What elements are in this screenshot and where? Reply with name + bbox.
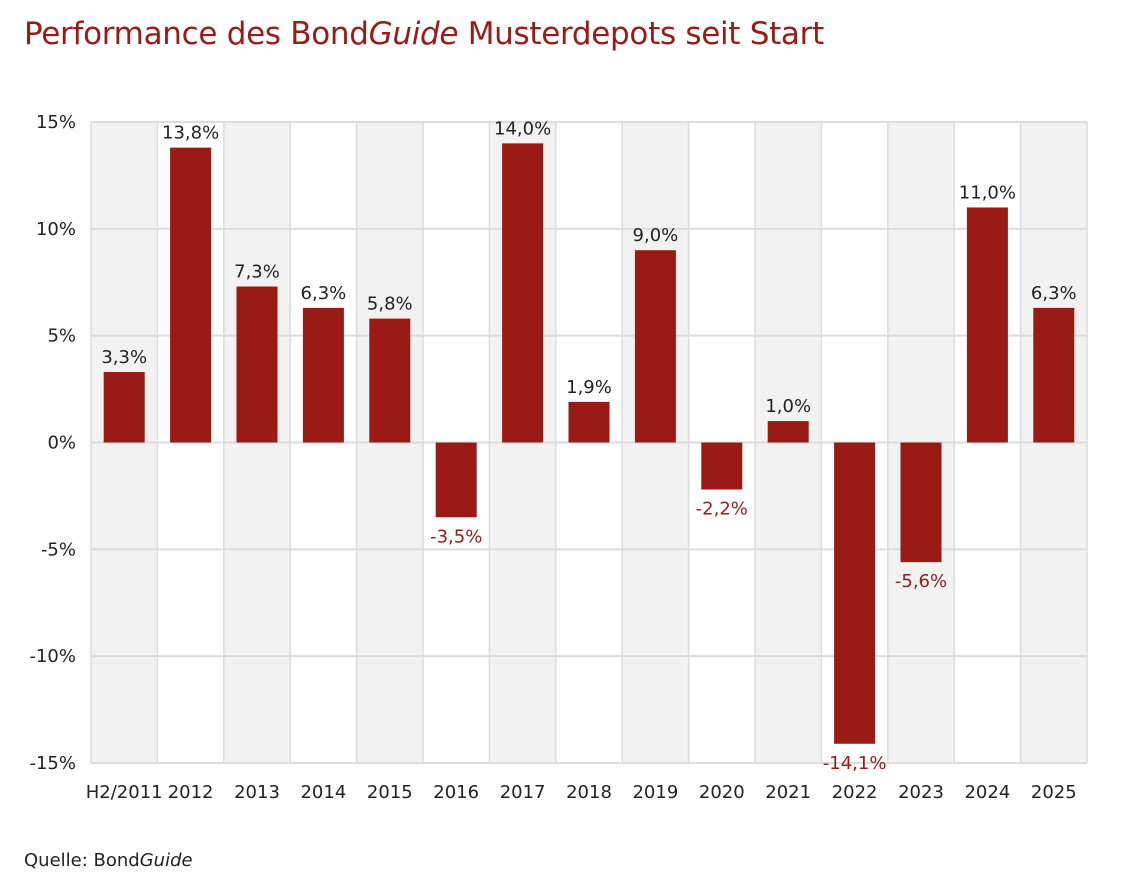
bar	[369, 318, 411, 443]
data-label: -3,5%	[430, 526, 482, 547]
source-prefix: Quelle: Bond	[24, 850, 140, 871]
y-tick-label: 0%	[47, 433, 76, 454]
y-tick-label: -15%	[29, 753, 76, 774]
bar	[966, 207, 1008, 443]
chart-title-italic: Guide	[368, 16, 459, 52]
bar	[767, 421, 809, 443]
data-label: 3,3%	[101, 347, 147, 368]
bar	[568, 401, 610, 443]
x-tick-label: 2012	[168, 782, 214, 803]
y-tick-label: 15%	[36, 112, 76, 133]
data-label: -2,2%	[696, 499, 748, 520]
x-tick-label: 2021	[765, 782, 811, 803]
data-label: -14,1%	[823, 753, 887, 774]
x-tick-label: 2015	[367, 782, 413, 803]
bar	[634, 250, 676, 443]
x-tick-label: 2016	[433, 782, 479, 803]
bar	[170, 147, 212, 443]
y-tick-label: -5%	[41, 539, 76, 560]
y-tick-label: 5%	[47, 326, 76, 347]
x-tick-label: 2019	[632, 782, 678, 803]
bar	[834, 442, 876, 744]
x-tick-label: H2/2011	[86, 782, 163, 803]
data-label: -5,6%	[895, 571, 947, 592]
y-tick-label: -10%	[29, 646, 76, 667]
data-label: 5,8%	[367, 294, 413, 315]
bar	[103, 371, 145, 443]
x-tick-label: 2022	[832, 782, 878, 803]
chart-title: Performance des BondGuide Musterdepots s…	[24, 16, 824, 52]
x-tick-label: 2013	[234, 782, 280, 803]
data-label: 9,0%	[633, 225, 679, 246]
x-tick-label: 2018	[566, 782, 612, 803]
data-label: 6,3%	[1031, 283, 1077, 304]
bar	[701, 442, 743, 490]
bar	[435, 442, 477, 518]
x-tick-label: 2017	[500, 782, 546, 803]
source-note: Quelle: BondGuide	[24, 850, 193, 871]
data-label: 7,3%	[234, 262, 280, 283]
x-tick-label: 2024	[964, 782, 1010, 803]
chart-title-suffix: Musterdepots seit Start	[458, 16, 825, 52]
data-label: 11,0%	[959, 182, 1016, 203]
source-italic: Guide	[139, 850, 193, 871]
x-tick-label: 2025	[1031, 782, 1077, 803]
chart-title-prefix: Performance des Bond	[24, 16, 369, 52]
bar	[900, 442, 942, 563]
y-tick-label: 10%	[36, 219, 76, 240]
bar	[502, 143, 544, 443]
x-tick-label: 2020	[699, 782, 745, 803]
bar-chart: 15% 10% 5% 0% -5% -10% -15% 3,3% H2/2011 13,8% 201…	[29, 112, 1088, 803]
bar	[236, 286, 278, 443]
data-label: 1,9%	[566, 377, 612, 398]
data-label: 14,0%	[494, 118, 551, 139]
bar	[1033, 307, 1075, 443]
bar	[302, 307, 344, 443]
x-tick-label: 2023	[898, 782, 944, 803]
data-label: 6,3%	[301, 283, 347, 304]
data-label: 1,0%	[765, 396, 811, 417]
data-label: 13,8%	[162, 123, 219, 144]
x-tick-label: 2014	[300, 782, 346, 803]
